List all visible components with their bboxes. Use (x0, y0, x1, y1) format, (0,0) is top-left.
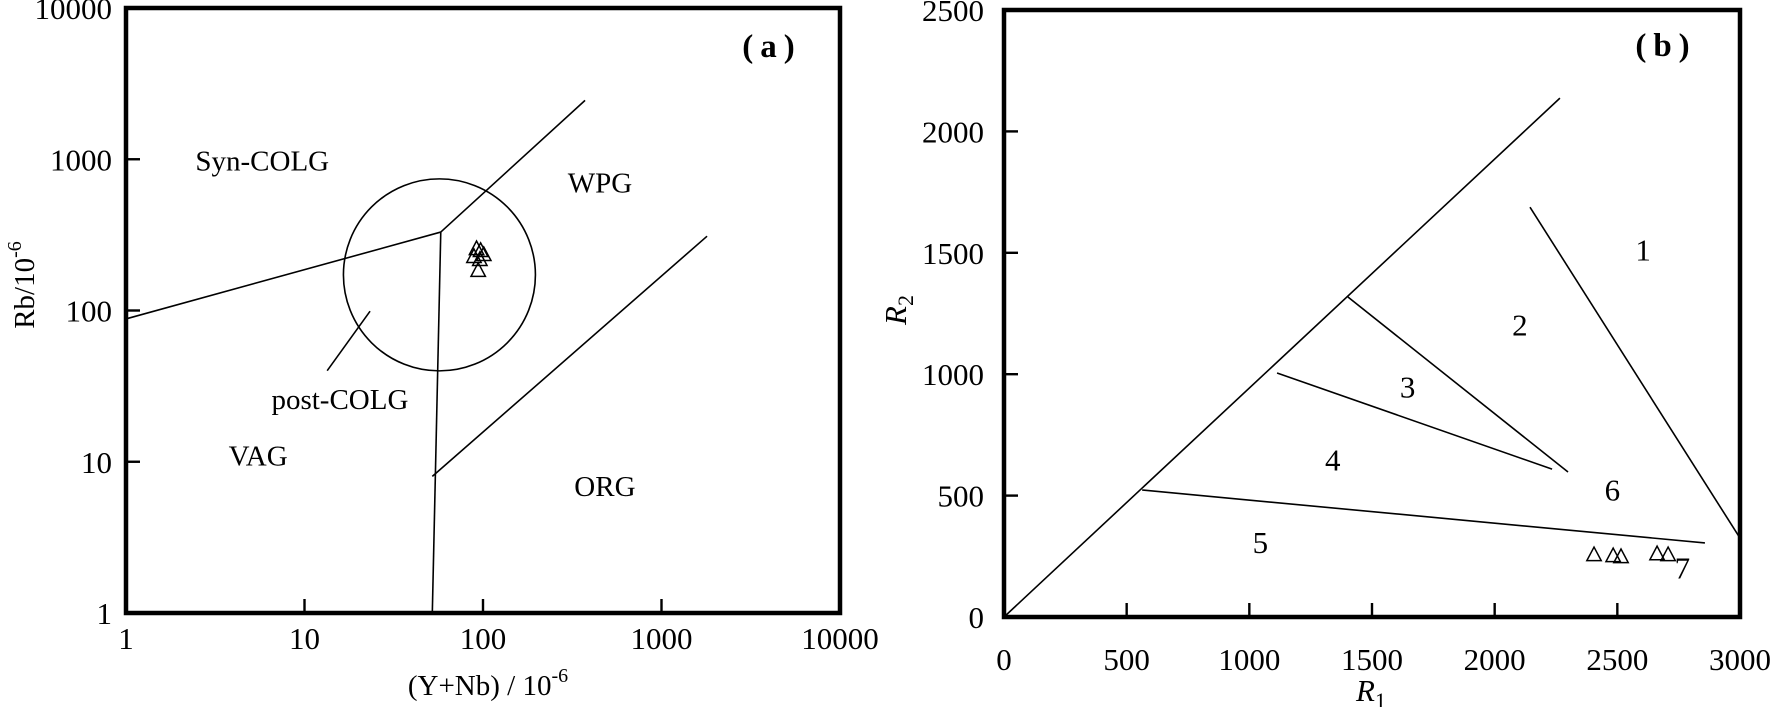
boundary-field1-right (1529, 206, 1741, 539)
region-label-6: 6 (1605, 473, 1621, 508)
panel-a: 1 10 100 1000 10000 1 10 100 1000 10000 Syn-COLG WP… (4, 0, 879, 702)
y-tick-label: 1500 (922, 236, 984, 271)
data-point-triangle (1585, 545, 1603, 562)
boundary-main-diagonal (1003, 97, 1561, 618)
x-tick-label: 10 (289, 621, 320, 656)
x-tick-label: 2500 (1586, 642, 1648, 677)
data-point-triangle (1648, 544, 1666, 561)
x-axis-title-base: R (1355, 673, 1375, 707)
region-label-5: 5 (1253, 525, 1269, 560)
boundary-syncolg-wpg-upper (440, 99, 586, 233)
plot-box (1001, 7, 1743, 620)
region-label-4: 4 (1325, 442, 1341, 477)
x-axis-title-base: (Y+Nb) / 10 (408, 670, 552, 702)
region-label-7: 7 (1675, 550, 1691, 585)
region-label-syn-colg: Syn-COLG (195, 146, 329, 178)
x-axis-title: R1 (1355, 673, 1386, 707)
x-tick-label: 1000 (1218, 642, 1280, 677)
x-tick-label: 1500 (1341, 642, 1403, 677)
boundary-field2-3 (1347, 296, 1569, 473)
sample-highlight-circle (342, 178, 537, 372)
data-point-triangle (469, 261, 487, 278)
x-tick-label: 0 (996, 642, 1012, 677)
y-tick-label: 100 (66, 294, 113, 329)
y-axis-title: R2 (878, 295, 918, 326)
x-tick-label: 100 (460, 621, 507, 656)
data-point-triangle (1604, 546, 1622, 563)
post-colg-leader-line (326, 310, 371, 372)
region-label-org: ORG (574, 471, 635, 503)
panel-b: 0 500 1000 1500 2000 2500 3000 0 500 1000 1500 2000… (878, 0, 1771, 707)
data-point-triangle (1659, 545, 1677, 562)
data-point-triangle (472, 241, 490, 258)
boundary-field3-4 (1276, 372, 1553, 470)
region-label-post-colg: post-COLG (271, 384, 408, 416)
x-tick-label: 1000 (631, 621, 693, 656)
y-tick-label: 500 (938, 479, 985, 514)
x-axis-title-sub: 1 (1375, 688, 1386, 707)
region-label-2: 2 (1512, 308, 1528, 343)
y-tick-label: 10 (81, 445, 112, 480)
y-tick-label: 2000 (922, 114, 984, 149)
x-axis-title-exp: -6 (551, 665, 568, 687)
region-label-3: 3 (1400, 370, 1416, 405)
y-axis-title-base: R (878, 306, 913, 326)
region-label-vag: VAG (229, 440, 288, 472)
y-axis-title: Rb/10-6 (4, 241, 41, 329)
y-tick-label: 1 (97, 596, 113, 631)
x-tick-label: 2000 (1464, 642, 1526, 677)
data-point-triangle (1612, 547, 1630, 564)
y-axis-title-sub: 2 (893, 295, 918, 306)
boundary-vag-org (431, 235, 708, 478)
x-tick-label: 3000 (1709, 642, 1771, 677)
region-label-1: 1 (1635, 232, 1651, 267)
y-axis-title-base: Rb/10 (9, 258, 41, 329)
x-tick-label: 10000 (801, 621, 879, 656)
plot-box (123, 5, 843, 616)
y-tick-label: 0 (969, 600, 985, 635)
boundary-syncolg-vag-left (125, 231, 441, 320)
x-tick-label: 500 (1103, 642, 1150, 677)
panel-letter-b: (b) (1635, 28, 1696, 64)
x-tick-label: 1 (118, 621, 134, 656)
y-tick-label: 1000 (50, 142, 112, 177)
y-tick-label: 10000 (35, 0, 113, 26)
y-tick-label: 1000 (922, 357, 984, 392)
boundary-vag-syncolg-vertical (431, 232, 442, 614)
panel-letter-a: (a) (742, 29, 801, 65)
x-axis-title: (Y+Nb) / 10-6 (408, 665, 568, 702)
y-axis-title-exp: -6 (4, 241, 26, 258)
boundary-field5-7 (1142, 489, 1705, 544)
y-tick-label: 2500 (922, 0, 984, 28)
region-label-wpg: WPG (568, 168, 633, 200)
